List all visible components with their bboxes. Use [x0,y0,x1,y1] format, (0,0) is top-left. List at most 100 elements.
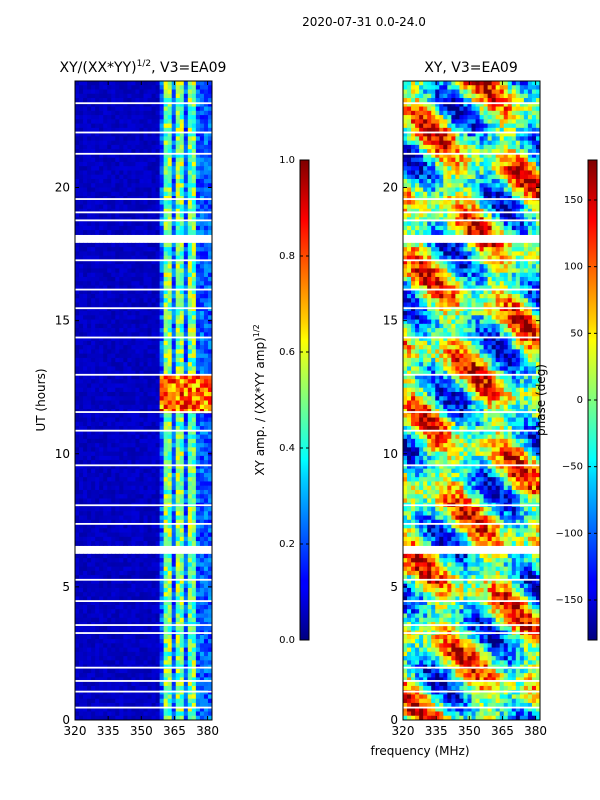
heatmap-cell [127,208,133,214]
heatmap-cell [135,349,141,355]
heatmap-cell [191,647,197,653]
heatmap-cell [127,421,133,427]
heatmap-cell [203,357,209,363]
heatmap-cell [143,349,149,355]
heatmap-cell [95,276,100,282]
heatmap-cell [147,132,153,137]
heatmap-cell [119,136,124,142]
heatmap-cell [171,119,177,125]
heatmap-cell [207,613,212,619]
heatmap-cell [79,647,84,653]
heatmap-cell [195,443,201,448]
heatmap-cell [115,579,120,585]
heatmap-cell [203,85,209,91]
heatmap-cell [91,660,96,666]
heatmap-cell [103,153,108,159]
heatmap-cell [103,311,108,316]
heatmap-cell [91,494,96,500]
heatmap-cell [207,707,212,713]
heatmap-cell [179,242,185,248]
heatmap-cell [139,370,145,376]
heatmap-cell [159,707,165,713]
heatmap-cell [187,123,193,129]
heatmap-cell [175,404,181,410]
heatmap-cell [91,583,96,589]
heatmap-cell [87,651,92,657]
heatmap-cell [199,677,205,683]
heatmap-cell [83,362,88,368]
heatmap-cell [151,579,157,585]
heatmap-cell [207,498,212,504]
heatmap-cell [103,472,108,478]
heatmap-cell [99,511,104,517]
heatmap-cell [127,600,133,606]
heatmap-cell [187,685,193,691]
heatmap-cell [187,481,193,487]
heatmap-cell [151,515,157,521]
heatmap-cell [155,311,161,316]
heatmap-cell [99,281,104,287]
heatmap-cell [151,268,157,274]
heatmap-cell [75,698,80,704]
heatmap-cell [91,536,96,542]
heatmap-cell [203,272,209,278]
heatmap-cell [155,213,161,218]
heatmap-cell [139,328,145,333]
heatmap-cell [159,426,165,431]
heatmap-cell [167,609,173,615]
heatmap-cell [151,379,157,385]
heatmap-cell [139,200,145,206]
heatmap-cell [179,268,185,274]
heatmap-cell [107,298,112,304]
heatmap-cell [95,396,100,402]
heatmap-cell [131,460,137,465]
heatmap-cell [95,255,100,261]
heatmap-cell [175,110,181,116]
heatmap-cell [131,383,137,389]
heatmap-cell [183,460,189,465]
heatmap-cell [95,468,100,474]
heatmap-cell [191,558,197,563]
heatmap-cell [75,430,80,436]
heatmap-cell [119,694,124,700]
heatmap-cell [147,575,153,581]
heatmap-cell [83,592,88,598]
heatmap-cell [207,507,212,512]
heatmap-cell [203,532,209,538]
heatmap-cell [175,362,181,368]
heatmap-cell [179,460,185,465]
heatmap-cell [187,643,193,649]
heatmap-cell [143,451,149,457]
heatmap-cell [147,298,153,304]
heatmap-cell [91,468,96,474]
heatmap-cell [179,413,185,419]
heatmap-cell [171,336,177,342]
heatmap-cell [127,187,133,193]
heatmap-cell [163,455,169,461]
heatmap-cell [147,643,153,649]
heatmap-cell [139,396,145,402]
heatmap-cell [123,647,128,653]
heatmap-cell [107,460,112,465]
heatmap-cell [131,132,137,137]
heatmap-cell [199,438,205,444]
heatmap-cell [195,587,201,593]
heatmap-cell [159,604,165,610]
heatmap-cell [95,264,100,270]
heatmap-cell [83,707,88,713]
heatmap-cell [183,383,189,389]
heatmap-cell [99,566,104,572]
heatmap-cell [163,400,169,406]
heatmap-cell [79,558,84,563]
heatmap-cell [111,438,116,444]
heatmap-cell [119,379,124,385]
heatmap-cell [103,677,108,683]
heatmap-cell [99,417,104,423]
heatmap-cell [199,685,205,691]
heatmap-cell [167,656,173,661]
heatmap-cell [191,536,197,542]
heatmap-cell [131,391,137,397]
heatmap-cell [75,541,80,546]
heatmap-cell [123,383,128,389]
heatmap-cell [187,583,193,589]
